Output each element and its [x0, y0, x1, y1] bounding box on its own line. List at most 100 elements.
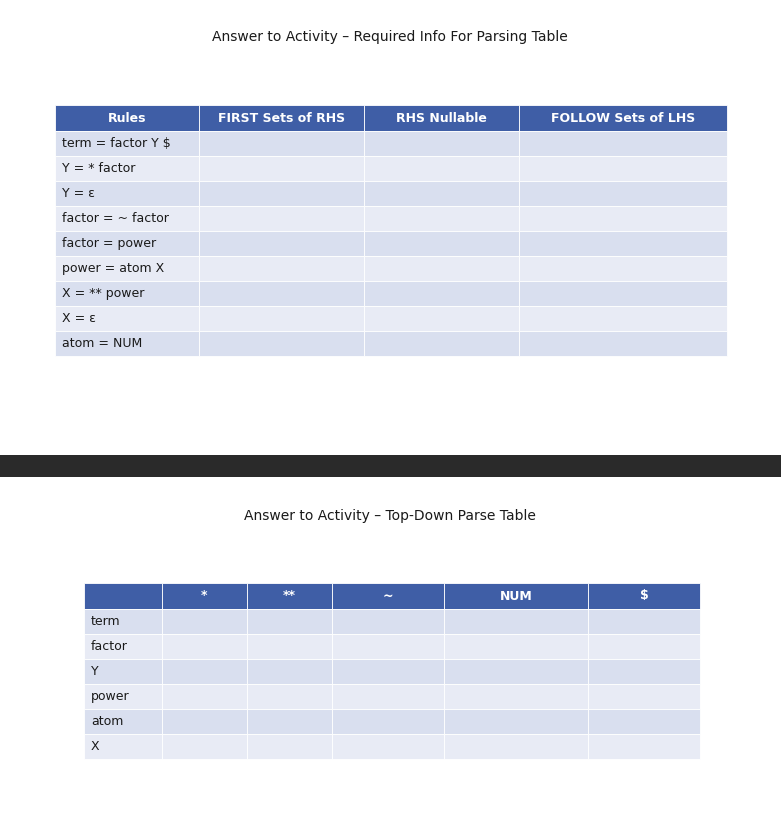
Text: factor = power: factor = power: [62, 237, 156, 250]
Bar: [84, 609, 162, 634]
Bar: [199, 206, 364, 231]
Text: Rules: Rules: [108, 112, 147, 125]
Bar: [55, 331, 199, 356]
Bar: [364, 306, 519, 331]
Bar: [444, 659, 588, 684]
Bar: [588, 609, 700, 634]
Bar: [588, 583, 700, 609]
Bar: [247, 609, 332, 634]
Bar: [519, 105, 727, 131]
Bar: [364, 281, 519, 306]
Bar: [444, 709, 588, 734]
Bar: [588, 659, 700, 684]
Bar: [588, 634, 700, 659]
Bar: [199, 131, 364, 156]
Bar: [84, 634, 162, 659]
Text: atom = NUM: atom = NUM: [62, 337, 142, 350]
Text: FIRST Sets of RHS: FIRST Sets of RHS: [218, 112, 345, 125]
Bar: [55, 231, 199, 256]
Bar: [199, 281, 364, 306]
Bar: [519, 131, 727, 156]
Bar: [364, 256, 519, 281]
Bar: [55, 131, 199, 156]
Bar: [364, 206, 519, 231]
Bar: [162, 709, 247, 734]
Bar: [364, 331, 519, 356]
Text: factor: factor: [91, 640, 128, 653]
Text: factor = ~ factor: factor = ~ factor: [62, 212, 169, 225]
Text: *: *: [201, 589, 208, 602]
Bar: [199, 331, 364, 356]
Text: RHS Nullable: RHS Nullable: [396, 112, 487, 125]
Text: Y = * factor: Y = * factor: [62, 162, 135, 175]
Bar: [332, 684, 444, 709]
Bar: [84, 583, 162, 609]
Bar: [247, 709, 332, 734]
Bar: [332, 734, 444, 759]
Bar: [364, 105, 519, 131]
Text: power: power: [91, 690, 130, 703]
Bar: [519, 156, 727, 181]
Bar: [247, 659, 332, 684]
Bar: [247, 583, 332, 609]
Text: FOLLOW Sets of LHS: FOLLOW Sets of LHS: [551, 112, 695, 125]
Text: term = factor Y $: term = factor Y $: [62, 137, 171, 150]
Bar: [199, 105, 364, 131]
Bar: [588, 734, 700, 759]
Bar: [55, 206, 199, 231]
Bar: [519, 281, 727, 306]
Bar: [199, 231, 364, 256]
Bar: [444, 583, 588, 609]
Bar: [519, 231, 727, 256]
Bar: [364, 181, 519, 206]
Text: Answer to Activity – Top-Down Parse Table: Answer to Activity – Top-Down Parse Tabl…: [244, 509, 536, 523]
Bar: [519, 331, 727, 356]
Bar: [444, 734, 588, 759]
Bar: [199, 181, 364, 206]
Bar: [55, 181, 199, 206]
Bar: [332, 583, 444, 609]
Bar: [519, 181, 727, 206]
Bar: [444, 684, 588, 709]
Bar: [199, 156, 364, 181]
Bar: [364, 231, 519, 256]
Bar: [162, 734, 247, 759]
Text: $: $: [640, 589, 648, 602]
Text: **: **: [283, 589, 296, 602]
Bar: [519, 256, 727, 281]
Bar: [162, 583, 247, 609]
Bar: [247, 684, 332, 709]
Bar: [332, 634, 444, 659]
Text: Y = ε: Y = ε: [62, 187, 95, 200]
Bar: [519, 206, 727, 231]
Bar: [332, 709, 444, 734]
Bar: [84, 734, 162, 759]
Bar: [588, 709, 700, 734]
Bar: [0, 455, 781, 477]
Bar: [519, 306, 727, 331]
Bar: [84, 659, 162, 684]
Bar: [199, 256, 364, 281]
Bar: [55, 281, 199, 306]
Bar: [84, 709, 162, 734]
Bar: [247, 734, 332, 759]
Bar: [162, 609, 247, 634]
Text: X = ** power: X = ** power: [62, 287, 144, 300]
Bar: [444, 609, 588, 634]
Text: power = atom X: power = atom X: [62, 262, 164, 275]
Bar: [55, 105, 199, 131]
Bar: [247, 634, 332, 659]
Bar: [588, 684, 700, 709]
Bar: [199, 306, 364, 331]
Text: X: X: [91, 740, 100, 753]
Bar: [162, 659, 247, 684]
Bar: [84, 684, 162, 709]
Text: X = ε: X = ε: [62, 312, 96, 325]
Bar: [364, 131, 519, 156]
Bar: [162, 684, 247, 709]
Bar: [55, 306, 199, 331]
Bar: [332, 659, 444, 684]
Bar: [332, 609, 444, 634]
Bar: [444, 634, 588, 659]
Bar: [162, 634, 247, 659]
